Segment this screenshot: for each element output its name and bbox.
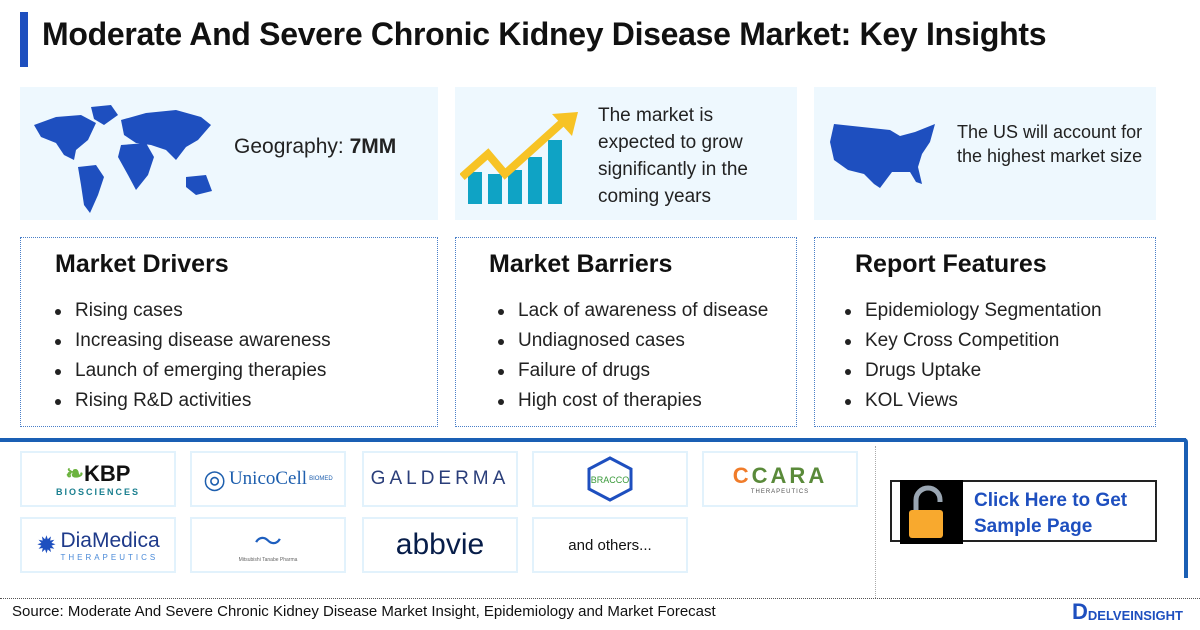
abbvie-logo: abbvie (362, 517, 518, 573)
section-divider-corner (1184, 438, 1188, 578)
us-map-icon (830, 124, 935, 188)
galderma-logo: GALDERMA (362, 451, 518, 507)
unlock-icon (900, 480, 963, 544)
list-item: Key Cross Competition (843, 326, 1102, 356)
list-item: High cost of therapies (496, 386, 768, 416)
report-features-box: Report Features Epidemiology Segmentatio… (814, 237, 1156, 427)
vertical-divider (875, 446, 876, 598)
diamedica-logo: ✹ DiaMedica THERAPEUTICS (20, 517, 176, 573)
unicocell-logo: ◎ UnicoCell BIOMED (190, 451, 346, 507)
get-sample-page-button[interactable]: Click Here to Get Sample Page (890, 480, 1157, 544)
us-card: The US will account for the highest mark… (814, 87, 1156, 220)
title-accent-bar (20, 12, 28, 67)
list-item: KOL Views (843, 386, 1102, 416)
and-others-box: and others... (532, 517, 688, 573)
list-item: Epidemiology Segmentation (843, 296, 1102, 326)
drivers-list: Rising cases Increasing disease awarenes… (53, 296, 331, 416)
features-list: Epidemiology Segmentation Key Cross Comp… (843, 296, 1102, 416)
geography-label: Geography: (234, 135, 350, 158)
page-title: Moderate And Severe Chronic Kidney Disea… (42, 16, 1047, 52)
source-text: Source: Moderate And Severe Chronic Kidn… (12, 603, 716, 620)
mitsubishi-tanabe-logo: 〜 Mitsubishi Tanabe Pharma (190, 517, 346, 573)
geography-text: Geography: 7MM (234, 135, 396, 159)
section-divider (0, 438, 1186, 442)
svg-text:BRACCO: BRACCO (591, 475, 630, 485)
world-map-icon (34, 105, 212, 213)
bracco-logo: BRACCO (532, 451, 688, 507)
features-heading: Report Features (855, 250, 1047, 278)
cta-label: Click Here to Get Sample Page (974, 490, 1128, 537)
list-item: Increasing disease awareness (53, 326, 331, 356)
us-text: The US will account for the highest mark… (957, 122, 1143, 166)
barriers-heading: Market Barriers (489, 250, 673, 278)
growth-chart-icon (460, 112, 578, 204)
market-barriers-box: Market Barriers Lack of awareness of dis… (455, 237, 797, 427)
cara-logo: CCARA THERAPEUTICS (702, 451, 858, 507)
geography-value: 7MM (349, 135, 397, 158)
market-drivers-box: Market Drivers Rising cases Increasing d… (20, 237, 438, 427)
list-item: Rising R&D activities (53, 386, 331, 416)
geography-card: Geography: 7MM (20, 87, 438, 220)
list-item: Launch of emerging therapies (53, 356, 331, 386)
list-item: Drugs Uptake (843, 356, 1102, 386)
drivers-heading: Market Drivers (55, 250, 229, 278)
barriers-list: Lack of awareness of disease Undiagnosed… (496, 296, 768, 416)
list-item: Rising cases (53, 296, 331, 326)
list-item: Failure of drugs (496, 356, 768, 386)
list-item: Undiagnosed cases (496, 326, 768, 356)
kbp-logo: ❧KBP BIOSCIENCES (20, 451, 176, 507)
footer-divider (0, 598, 1200, 599)
growth-text: The market is expected to grow significa… (598, 105, 748, 207)
growth-card: The market is expected to grow significa… (455, 87, 797, 220)
list-item: Lack of awareness of disease (496, 296, 768, 326)
delveinsight-logo: D DELVEINSIGHT (1072, 599, 1183, 624)
